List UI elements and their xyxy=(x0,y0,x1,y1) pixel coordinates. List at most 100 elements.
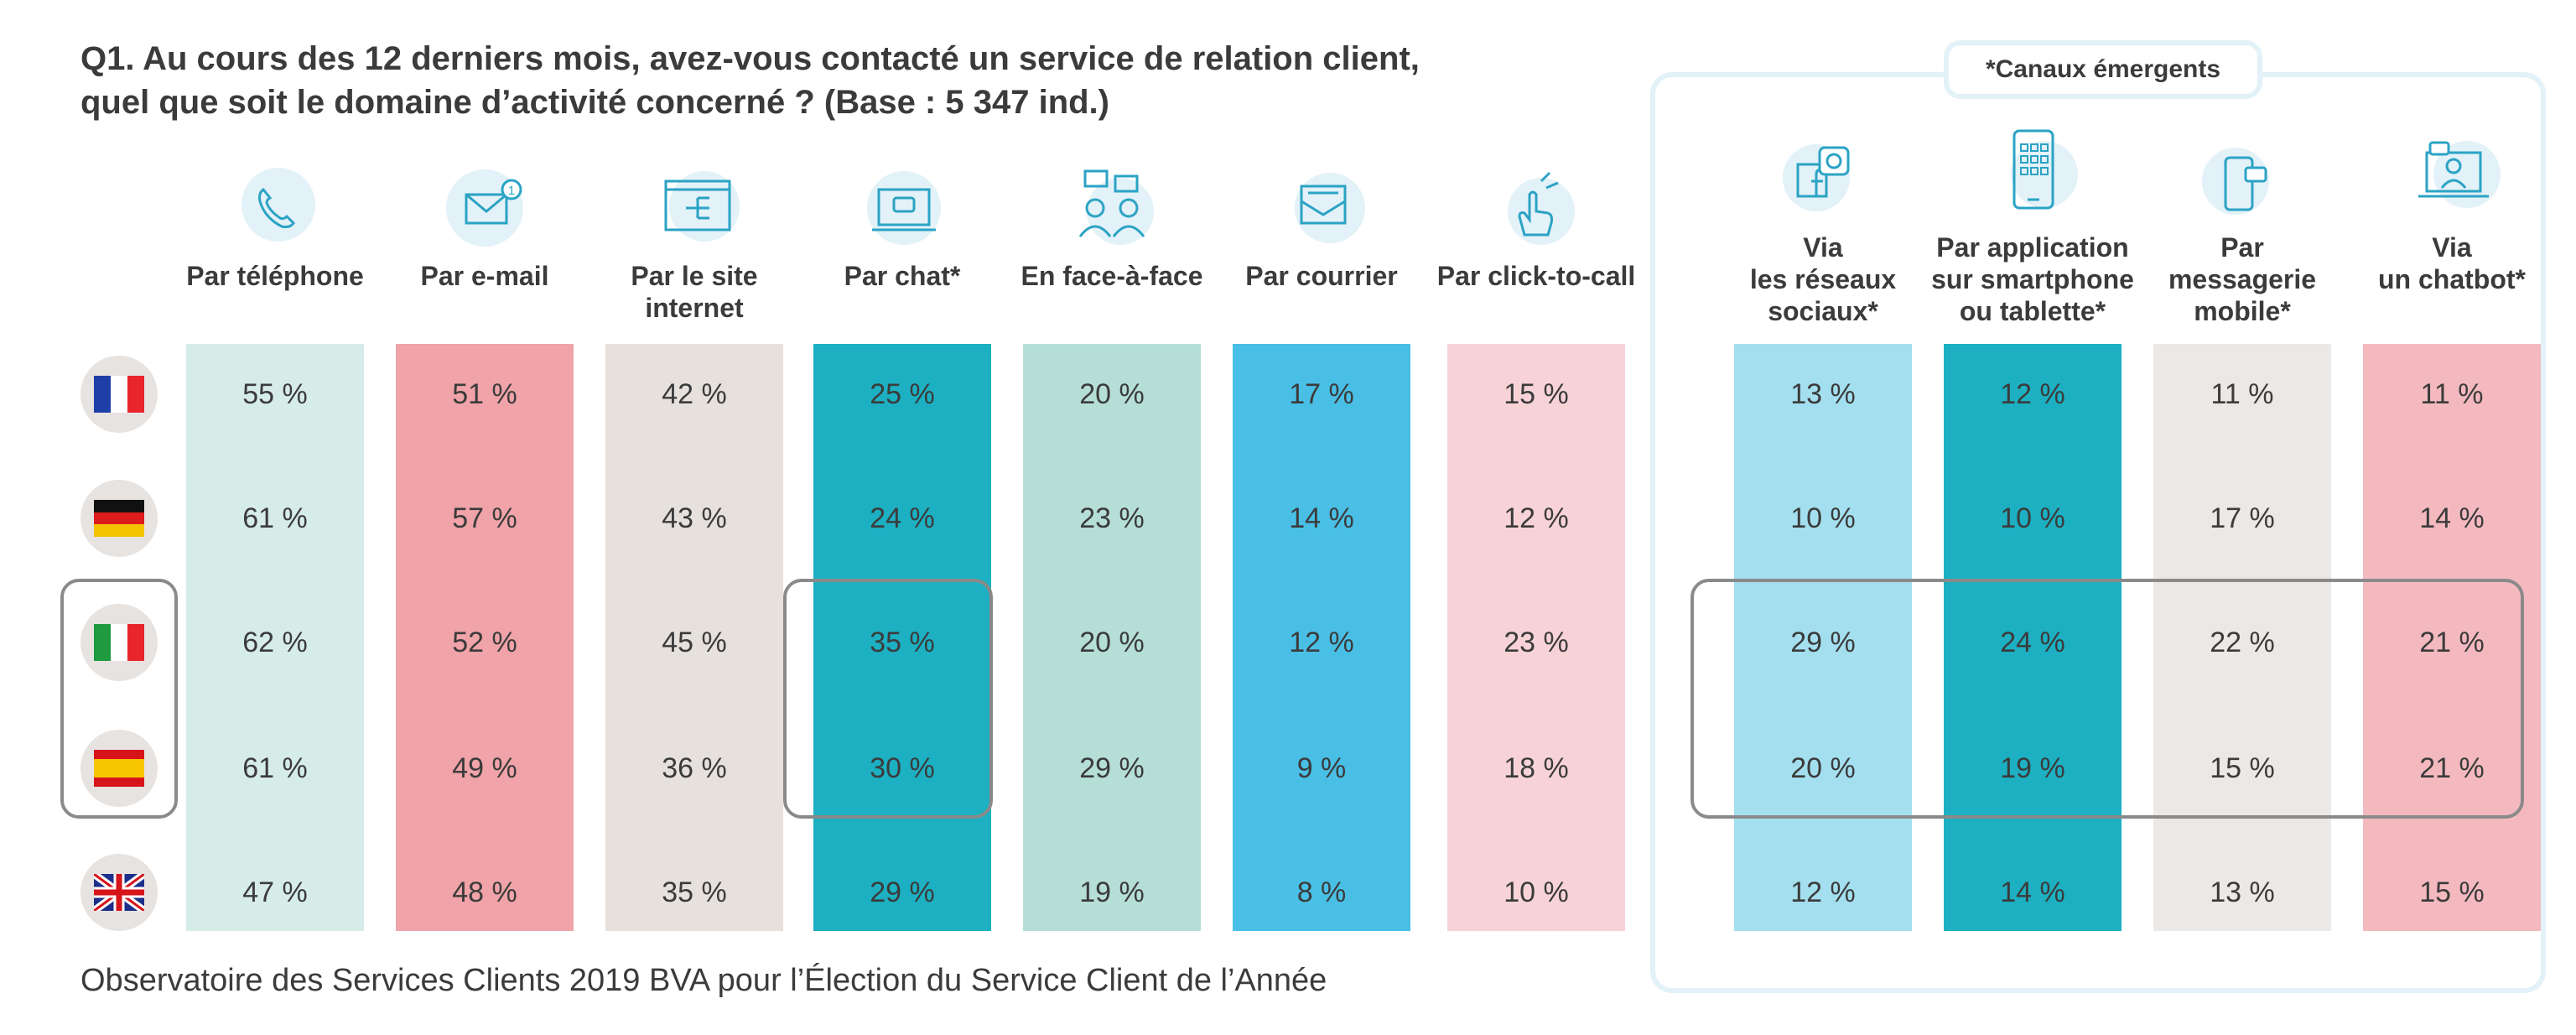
social-networks-icon xyxy=(1756,127,1890,228)
face-to-face-icon xyxy=(1045,156,1179,257)
cell-chat-germany: 24 % xyxy=(870,502,935,534)
column-bg-chat xyxy=(813,344,991,931)
cell-appli-italy: 24 % xyxy=(2000,627,2065,658)
header-chat: Par chat* xyxy=(793,260,1011,292)
column-bg-telephone xyxy=(186,344,364,931)
cell-appli-spain: 19 % xyxy=(2000,752,2065,784)
email-icon: 1 xyxy=(418,156,552,257)
flag-united-kingdom xyxy=(80,854,158,931)
header-site-line-2: internet xyxy=(645,293,744,323)
flag-italy xyxy=(80,604,158,681)
cell-face-germany: 23 % xyxy=(1079,502,1145,534)
header-appli-line-3: ou tablette* xyxy=(1959,296,2106,326)
cell-click-spain: 18 % xyxy=(1504,752,1569,784)
header-messagerie: Par messagerie mobile* xyxy=(2133,231,2351,327)
cell-messagerie-spain: 15 % xyxy=(2210,752,2275,784)
header-reseaux: Via les réseaux sociaux* xyxy=(1714,231,1932,327)
cell-face-italy: 20 % xyxy=(1079,627,1145,658)
header-appli: Par application sur smartphone ou tablet… xyxy=(1924,231,2142,327)
cell-telephone-spain: 61 % xyxy=(242,752,308,784)
header-chatbot: Via un chatbot* xyxy=(2343,231,2561,295)
column-bg-messagerie xyxy=(2153,344,2331,931)
chatbot-icon xyxy=(2385,127,2519,228)
cell-face-france: 20 % xyxy=(1079,378,1145,410)
cell-face-uk: 19 % xyxy=(1079,876,1145,908)
header-chatbot-line-1: Via xyxy=(2432,232,2472,263)
header-click: Par click-to-call xyxy=(1427,260,1645,292)
cell-chat-france: 25 % xyxy=(870,378,935,410)
header-telephone: Par téléphone xyxy=(166,260,384,292)
header-courrier: Par courrier xyxy=(1213,260,1431,292)
column-bg-chatbot xyxy=(2363,344,2541,931)
header-messagerie-line-3: mobile* xyxy=(2194,296,2291,326)
flag-spain xyxy=(80,730,158,807)
cell-messagerie-uk: 13 % xyxy=(2210,876,2275,908)
column-bg-click xyxy=(1447,344,1625,931)
cell-chat-uk: 29 % xyxy=(870,876,935,908)
cell-courrier-uk: 8 % xyxy=(1296,876,1347,908)
cell-click-germany: 12 % xyxy=(1504,502,1569,534)
cell-email-france: 51 % xyxy=(452,378,517,410)
header-click-line: Par click-to-call xyxy=(1436,261,1636,291)
cell-site-france: 42 % xyxy=(662,378,727,410)
highlight-emerging-italy-spain xyxy=(1690,579,2524,819)
source-footer: Observatoire des Services Clients 2019 B… xyxy=(80,963,1327,998)
cell-reseaux-italy: 29 % xyxy=(1790,627,1856,658)
cell-chat-spain: 30 % xyxy=(870,752,935,784)
header-messagerie-line-2: messagerie xyxy=(2168,264,2317,294)
mobile-messaging-icon xyxy=(2175,127,2309,228)
cell-face-spain: 29 % xyxy=(1079,752,1145,784)
cell-reseaux-france: 13 % xyxy=(1790,378,1856,410)
header-email-line: Par e-mail xyxy=(420,261,549,291)
cell-courrier-spain: 9 % xyxy=(1296,752,1347,784)
cell-email-uk: 48 % xyxy=(452,876,517,908)
chart-title-line-2: quel que soit le domaine d’activité conc… xyxy=(80,84,1109,121)
header-site: Par le site internet xyxy=(585,260,803,324)
cell-email-germany: 57 % xyxy=(452,502,517,534)
cell-chat-italy: 35 % xyxy=(870,627,935,658)
cell-site-germany: 43 % xyxy=(662,502,727,534)
header-appli-line-1: Par application xyxy=(1936,232,2129,263)
cell-messagerie-germany: 17 % xyxy=(2210,502,2275,534)
header-courrier-line: Par courrier xyxy=(1245,261,1398,291)
cell-telephone-uk: 47 % xyxy=(242,876,308,908)
chat-icon xyxy=(835,156,969,257)
cell-courrier-italy: 12 % xyxy=(1289,627,1354,658)
click-to-call-icon xyxy=(1469,156,1603,257)
column-bg-face xyxy=(1023,344,1201,931)
cell-chatbot-uk: 15 % xyxy=(2419,876,2485,908)
cell-click-italy: 23 % xyxy=(1504,627,1569,658)
cell-reseaux-uk: 12 % xyxy=(1790,876,1856,908)
cell-click-france: 15 % xyxy=(1504,378,1569,410)
cell-appli-germany: 10 % xyxy=(2000,502,2065,534)
header-email: Par e-mail xyxy=(376,260,594,292)
header-reseaux-line-2: les réseaux xyxy=(1749,264,1897,294)
cell-telephone-france: 55 % xyxy=(242,378,308,410)
cell-email-italy: 52 % xyxy=(452,627,517,658)
header-reseaux-line-1: Via xyxy=(1803,232,1843,263)
cell-site-spain: 36 % xyxy=(662,752,727,784)
emerging-channels-label: *Canaux émergents xyxy=(1944,40,2262,99)
svg-text:1: 1 xyxy=(508,184,515,198)
column-bg-reseaux xyxy=(1734,344,1912,931)
cell-telephone-italy: 62 % xyxy=(242,627,308,658)
header-reseaux-line-3: sociaux* xyxy=(1768,296,1878,326)
letter-icon xyxy=(1254,156,1389,257)
cell-chatbot-italy: 21 % xyxy=(2419,627,2485,658)
column-bg-courrier xyxy=(1233,344,1410,931)
cell-chatbot-france: 11 % xyxy=(2420,378,2484,410)
cell-site-italy: 45 % xyxy=(662,627,727,658)
cell-click-uk: 10 % xyxy=(1504,876,1569,908)
header-site-line-1: Par le site xyxy=(631,261,758,291)
chart-title: Q1. Au cours des 12 derniers mois, avez-… xyxy=(80,37,1674,124)
header-telephone-line: Par téléphone xyxy=(186,261,364,291)
header-chatbot-line-2: un chatbot* xyxy=(2378,264,2526,294)
chart-title-line-1: Q1. Au cours des 12 derniers mois, avez-… xyxy=(80,40,1420,77)
highlight-flags-italy-spain xyxy=(60,579,178,819)
website-icon xyxy=(627,156,761,257)
cell-appli-france: 12 % xyxy=(2000,378,2065,410)
smartphone-app-icon xyxy=(1966,127,2100,228)
cell-messagerie-italy: 22 % xyxy=(2210,627,2275,658)
cell-courrier-germany: 14 % xyxy=(1289,502,1354,534)
flag-france xyxy=(80,356,158,433)
